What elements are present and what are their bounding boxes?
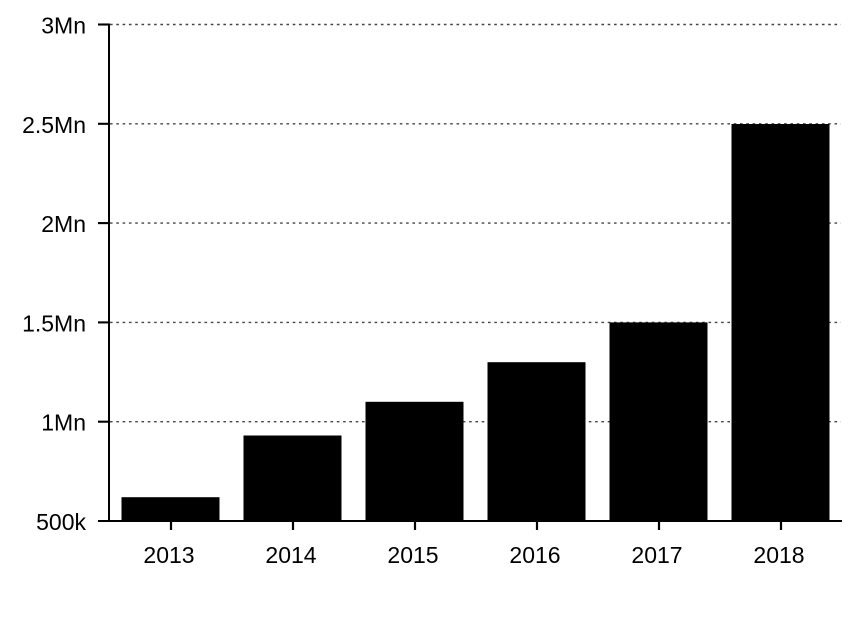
svg-text:2014: 2014 [265, 542, 316, 568]
svg-text:2017: 2017 [631, 542, 682, 568]
svg-text:2013: 2013 [143, 542, 194, 568]
svg-text:500k: 500k [36, 509, 86, 535]
svg-text:2.5Mn: 2.5Mn [22, 112, 86, 138]
svg-text:2015: 2015 [387, 542, 438, 568]
svg-text:2Mn: 2Mn [41, 211, 86, 237]
svg-text:2016: 2016 [509, 542, 560, 568]
svg-text:3Mn: 3Mn [41, 13, 86, 39]
svg-text:1Mn: 1Mn [41, 410, 86, 436]
svg-text:2018: 2018 [753, 542, 804, 568]
svg-text:1.5Mn: 1.5Mn [22, 310, 86, 336]
